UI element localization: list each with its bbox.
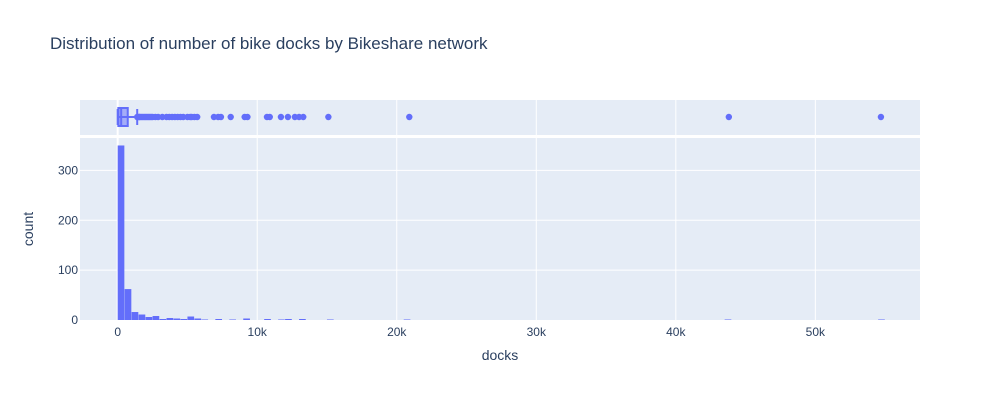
histogram-bar xyxy=(215,319,223,320)
x-tick-label: 20k xyxy=(387,325,407,339)
box-outlier-point xyxy=(284,113,292,121)
y-tick-label: 100 xyxy=(58,263,78,277)
histogram-panel: 0 100 200 300 0 10k 20k 30k 40k 50k xyxy=(58,138,920,339)
histogram-background xyxy=(80,138,920,320)
x-tick-label: 0 xyxy=(114,325,121,339)
y-axis-title: count xyxy=(20,212,36,246)
box-outlier-point xyxy=(194,113,201,121)
box-outlier-point xyxy=(244,113,251,121)
x-axis-ticks: 0 10k 20k 30k 40k 50k xyxy=(114,325,826,339)
histogram-bar xyxy=(264,319,271,320)
histogram-bar xyxy=(124,289,132,320)
x-tick-label: 10k xyxy=(248,325,268,339)
box-outlier-point xyxy=(266,113,273,121)
box-outlier-point xyxy=(325,113,332,121)
histogram-bar xyxy=(117,145,125,320)
histogram-bar xyxy=(180,319,188,320)
x-tick-label: 30k xyxy=(527,325,547,339)
histogram-bars xyxy=(117,145,885,320)
y-axis-ticks: 0 100 200 300 xyxy=(58,163,78,327)
histogram-bar xyxy=(145,317,153,320)
box-outlier-point xyxy=(877,113,885,121)
histogram-bar xyxy=(152,316,160,320)
histogram-bar xyxy=(159,319,167,320)
y-tick-label: 0 xyxy=(71,313,78,327)
histogram-bar xyxy=(187,316,195,320)
histogram-bar xyxy=(285,319,292,320)
histogram-bar xyxy=(138,314,146,320)
histogram-bar xyxy=(131,312,139,320)
x-axis-title: docks xyxy=(482,347,519,363)
box-plot-marks xyxy=(116,107,885,127)
box-outlier-point xyxy=(277,113,285,121)
histogram-bar xyxy=(194,318,202,320)
x-tick-label: 50k xyxy=(806,325,826,339)
chart-title: Distribution of number of bike docks by … xyxy=(50,34,488,53)
x-tick-label: 40k xyxy=(666,325,686,339)
histogram-bar xyxy=(173,318,181,320)
histogram-bar xyxy=(166,318,174,320)
box-outlier-point xyxy=(406,113,413,121)
box-iqr xyxy=(117,107,129,127)
box-plot-panel xyxy=(80,100,920,135)
box-plot-background xyxy=(80,100,920,135)
box-outlier-point xyxy=(217,113,225,121)
histogram-bar xyxy=(243,318,250,320)
y-tick-label: 200 xyxy=(58,213,78,227)
histogram-bar xyxy=(299,319,306,320)
y-tick-label: 300 xyxy=(58,163,78,177)
box-outlier-point xyxy=(725,113,733,121)
box-outlier-point xyxy=(227,113,234,121)
box-outlier-point xyxy=(300,113,307,121)
